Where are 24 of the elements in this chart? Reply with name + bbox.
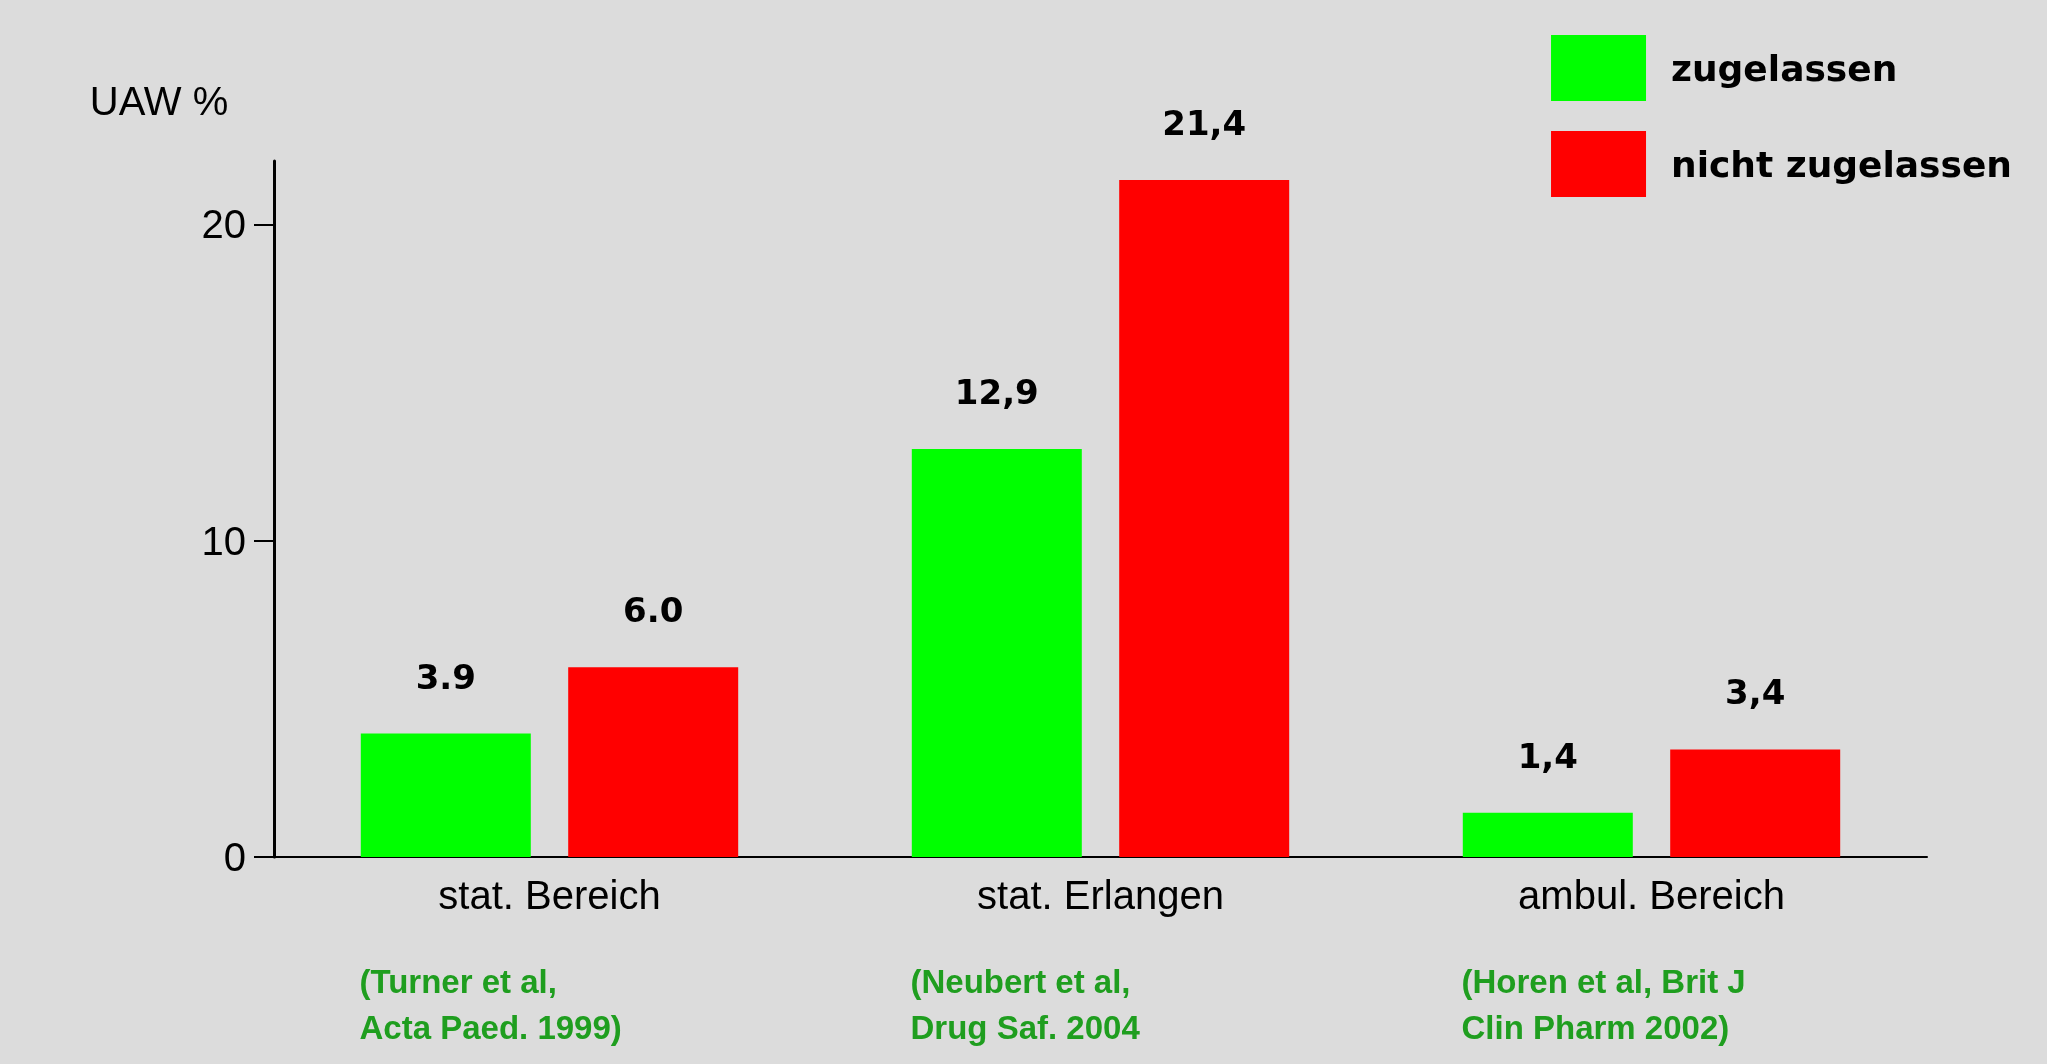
text: (Turner et al, Acta Paed. 1999)	[359, 962, 622, 1046]
data-label: 6.0	[623, 590, 684, 631]
y-axis-title: UAW %	[89, 79, 229, 123]
bar	[1670, 749, 1841, 857]
text: (Neubert et al, Drug Saf. 2004	[910, 962, 1141, 1046]
data-label: 3.9	[415, 656, 476, 697]
text: (Horen et al, Brit J Clin Pharm 2002)	[1461, 962, 1746, 1046]
bar	[1462, 812, 1633, 857]
bar	[360, 733, 531, 857]
data-label: 1,4	[1517, 735, 1578, 776]
x-tick-label: stat. Erlangen	[977, 873, 1224, 917]
bar	[911, 448, 1082, 857]
bar	[568, 667, 739, 857]
x-tick-label: stat. Bereich	[438, 873, 661, 917]
legend-label: nicht zugelassen	[1671, 143, 2012, 185]
legend-label: zugelassen	[1671, 47, 1898, 89]
x-tick-label: ambul. Bereich	[1518, 873, 1785, 917]
bar	[1119, 179, 1290, 857]
data-label: 12,9	[954, 371, 1039, 412]
y-tick-label: 10	[201, 518, 246, 563]
y-tick-label: 20	[201, 202, 246, 247]
data-label: 3,4	[1725, 672, 1786, 713]
data-label: 21,4	[1162, 102, 1247, 143]
y-tick-label: 0	[223, 835, 246, 879]
